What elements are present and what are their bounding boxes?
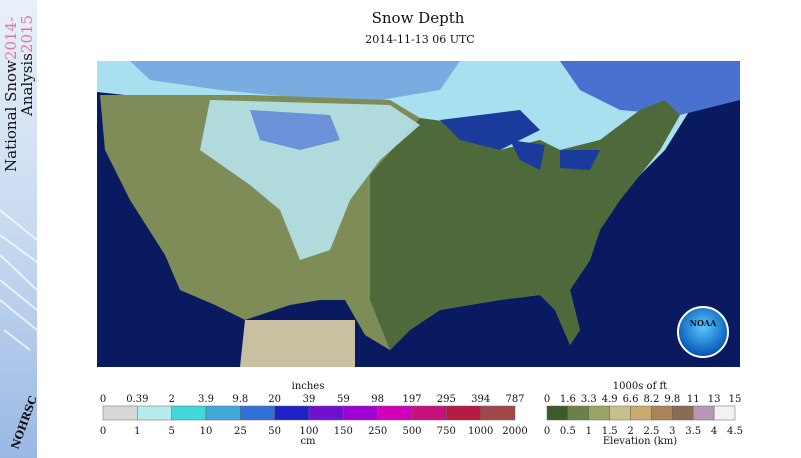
map: NOAA [97,61,740,367]
legend-tick-label: 3.3 [581,394,597,405]
legend-tick-label: 3.5 [685,426,701,437]
color-swatch [308,405,344,421]
legend-tick-label: 13 [708,394,721,405]
color-swatch [672,405,694,421]
legend-tick-label: 1.5 [602,426,618,437]
legend-tick-label: 39 [303,394,316,405]
legend-tick-label: 2.5 [643,426,659,437]
mexico [240,320,355,367]
legend-tick-label: 10 [200,426,213,437]
color-swatch [343,405,378,421]
legend-tick-label: 295 [437,394,456,405]
legend-tick-label: 6.6 [623,394,639,405]
legend-top-label: 1000s of ft [613,381,667,392]
color-swatch [713,405,736,421]
legend-tick-label: 4 [711,426,717,437]
color-swatch [567,405,590,421]
color-swatch [274,405,310,421]
sidebar-years: 2014- [2,17,20,60]
legend-bottom-label: Elevation (km) [603,436,677,447]
color-swatch [240,405,275,421]
legend-tick-label: 2 [627,426,633,437]
legend-tick-label: 15 [729,394,742,405]
sidebar-line: National Snow [2,60,20,172]
legend-tick-label: 0.39 [126,394,148,405]
legend-tick-label: 3 [669,426,675,437]
legend-tick-label: 4.9 [602,394,618,405]
legend-tick-label: 250 [368,426,387,437]
color-swatch [588,405,610,421]
legend-tick-label: 2 [168,394,174,405]
legend-tick-label: 59 [337,394,350,405]
subtitle: 2014-11-13 06 UTC [365,33,474,46]
legend-tick-label: 0 [100,394,106,405]
us-east-land [370,100,680,350]
sidebar-bg [0,0,37,458]
legend-tick-label: 500 [402,426,421,437]
legend-tick-label: 3.9 [198,394,214,405]
sidebar-years: 2015 [18,15,36,53]
legend-tick-label: 5 [168,426,174,437]
legend-tick-label: 394 [471,394,490,405]
sidebar: National Snow2014- Analysis2015 NOHRSC [0,0,40,458]
legend-tick-label: 11 [687,394,700,405]
legend-tick-label: 0 [100,426,106,437]
legend-tick-label: 100 [299,426,318,437]
sidebar-title: National Snow2014- [2,17,20,172]
color-swatch [411,405,447,421]
noaa-logo-text: NOAA [690,318,717,328]
color-swatch [630,405,652,421]
legend-tick-label: 1 [586,426,592,437]
legend-tick-label: 1 [134,426,140,437]
color-swatch [446,405,481,421]
legend-tick-label: 20 [268,394,281,405]
color-swatch [692,405,715,421]
color-swatch [480,405,516,421]
great-lakes [440,110,600,170]
legend-tick-label: 2000 [502,426,527,437]
legend-tick-label: 98 [371,394,384,405]
legend-tick-label: 25 [234,426,247,437]
legend-tick-label: 750 [437,426,456,437]
legend-top-label: inches [292,381,325,392]
color-swatch [609,405,631,421]
legend-tick-label: 1000 [468,426,493,437]
color-swatch [102,405,138,421]
legend-bottom-label: cm [300,436,316,447]
legend-tick-label: 4.5 [727,426,743,437]
color-swatch [137,405,172,421]
legend-tick-label: 197 [402,394,421,405]
legend-tick-label: 9.8 [232,394,248,405]
sidebar-line: Analysis [18,53,36,117]
snow-deep [560,61,740,115]
color-swatch [171,405,207,421]
legend-tick-label: 8.2 [643,394,659,405]
noaa-logo [677,306,729,358]
legend-tick-label: 0 [544,394,550,405]
legend-tick-label: 9.8 [664,394,680,405]
legend-tick-label: 150 [334,426,353,437]
color-swatch [377,405,413,421]
title: Snow Depth [372,9,465,27]
color-swatch [651,405,673,421]
color-swatch [546,405,569,421]
ice-texture [0,209,38,351]
snow-deep [130,61,460,100]
snow-cover [200,100,420,260]
legend-tick-label: 787 [505,394,524,405]
sidebar-title: Analysis2015 [18,15,36,117]
legend-tick-label: 0 [544,426,550,437]
legend-tick-label: 0.5 [560,426,576,437]
legend-tick-label: 50 [268,426,281,437]
color-swatch [205,405,241,421]
snow-deep [250,110,340,150]
legend-tick-label: 1.6 [560,394,576,405]
